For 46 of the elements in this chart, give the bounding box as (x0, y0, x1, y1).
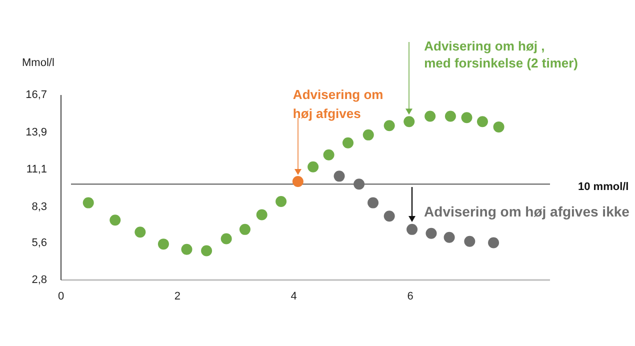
point (461, 112, 472, 124)
point (82, 197, 94, 208)
y-tick-label: 11,1 (26, 164, 47, 176)
x-tick-label: 6 (407, 290, 414, 303)
point (493, 121, 504, 132)
point (384, 210, 395, 222)
x-tick-label: 0 (58, 290, 64, 303)
annotation: Advisering om høj afgives (292, 87, 384, 122)
point (256, 209, 268, 220)
point (134, 226, 146, 238)
y-tick-label: 2,8 (32, 274, 47, 286)
point (404, 116, 415, 128)
point (181, 244, 192, 255)
point (476, 116, 488, 128)
y-tick-label: 5,6 (32, 236, 47, 249)
point (444, 110, 456, 122)
point (158, 238, 169, 250)
point (220, 233, 232, 244)
point (292, 176, 304, 188)
point (201, 245, 212, 256)
point (239, 224, 250, 235)
point (334, 170, 345, 182)
point (110, 214, 121, 226)
x-tick-label: 2 (174, 290, 180, 303)
point (354, 178, 365, 190)
point (424, 110, 436, 122)
y-axis-title: Mmol/l (22, 57, 54, 70)
point (464, 236, 476, 247)
text: Advisering om høj , med forsinkelse (2 timer) (424, 38, 578, 71)
point (488, 237, 500, 248)
point (362, 129, 374, 140)
point (384, 120, 395, 132)
point (308, 161, 319, 172)
x-tick-label: 4 (290, 290, 297, 303)
point (444, 232, 455, 243)
ref-line-label: 10 mmol/l (578, 181, 629, 194)
annotation: Advisering om høj afgives ikke (424, 203, 630, 220)
y-tick-label: 8,3 (32, 200, 47, 213)
point (323, 149, 334, 160)
point (406, 224, 418, 235)
y-tick-label: 16,7 (26, 89, 47, 102)
point (276, 196, 287, 207)
y-tick-label: 13,9 (26, 126, 47, 138)
point (368, 197, 379, 208)
point (342, 137, 354, 148)
point (426, 228, 437, 239)
